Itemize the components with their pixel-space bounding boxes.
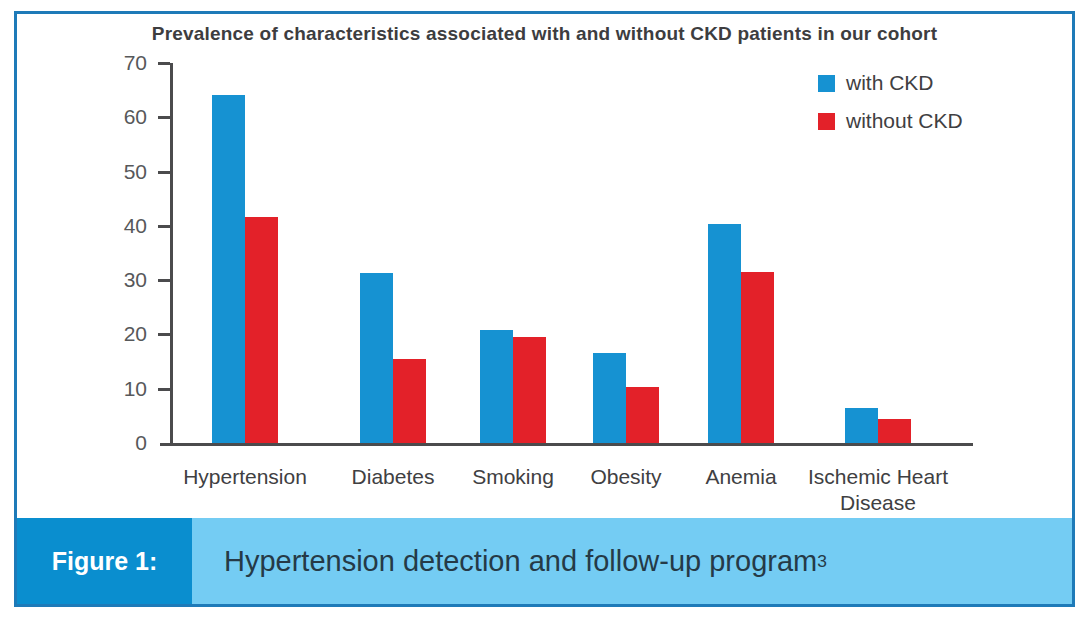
bar-without-ckd-smoking [513, 337, 546, 443]
y-tick-label: 30 [77, 268, 147, 292]
y-tick [158, 279, 170, 282]
figure-inner: Prevalence of characteristics associated… [17, 14, 1072, 604]
bar-without-ckd-ischemic-heart-disease [878, 419, 911, 443]
y-tick [158, 171, 170, 174]
bar-without-ckd-hypertension [245, 217, 278, 443]
y-tick [158, 116, 170, 119]
legend-swatch-icon [818, 113, 835, 130]
bar-without-ckd-anemia [741, 272, 774, 443]
y-tick-label: 70 [77, 51, 147, 75]
bar-with-ckd-smoking [480, 330, 513, 443]
bar-with-ckd-anemia [708, 224, 741, 443]
legend-item: without CKD [818, 109, 963, 133]
figure-caption-text: Hypertension detection and follow-up pro… [224, 545, 817, 578]
y-tick [158, 388, 170, 391]
bar-without-ckd-obesity [626, 387, 659, 443]
bar-with-ckd-diabetes [360, 273, 393, 443]
bar-with-ckd-hypertension [212, 95, 245, 443]
figure-frame: Prevalence of characteristics associated… [14, 11, 1075, 607]
legend-item: with CKD [818, 71, 963, 95]
y-tick-label: 60 [77, 105, 147, 129]
chart-title: Prevalence of characteristics associated… [17, 23, 1072, 45]
x-category-label: Ischemic Heart Disease [783, 464, 973, 516]
legend-label: without CKD [846, 109, 963, 133]
y-tick-label: 0 [77, 431, 147, 455]
bar-with-ckd-ischemic-heart-disease [845, 408, 878, 443]
y-tick-label: 40 [77, 214, 147, 238]
chart-legend: with CKD without CKD [818, 71, 963, 147]
y-tick [158, 225, 170, 228]
bar-without-ckd-diabetes [393, 359, 426, 443]
y-axis-line [170, 63, 173, 446]
legend-swatch-icon [818, 75, 835, 92]
figure-caption: Hypertension detection and follow-up pro… [192, 518, 1072, 604]
y-tick-label: 50 [77, 160, 147, 184]
figure-number-badge: Figure 1: [17, 518, 192, 604]
y-tick-label: 10 [77, 377, 147, 401]
y-tick [158, 62, 170, 65]
bar-with-ckd-obesity [593, 353, 626, 443]
x-axis-line [160, 443, 973, 446]
legend-label: with CKD [846, 71, 934, 95]
figure-page: { "figure": { "title": "Prevalence of ch… [0, 0, 1088, 621]
y-tick-label: 20 [77, 322, 147, 346]
caption-band: Figure 1: Hypertension detection and fol… [17, 518, 1072, 604]
y-tick [158, 333, 170, 336]
